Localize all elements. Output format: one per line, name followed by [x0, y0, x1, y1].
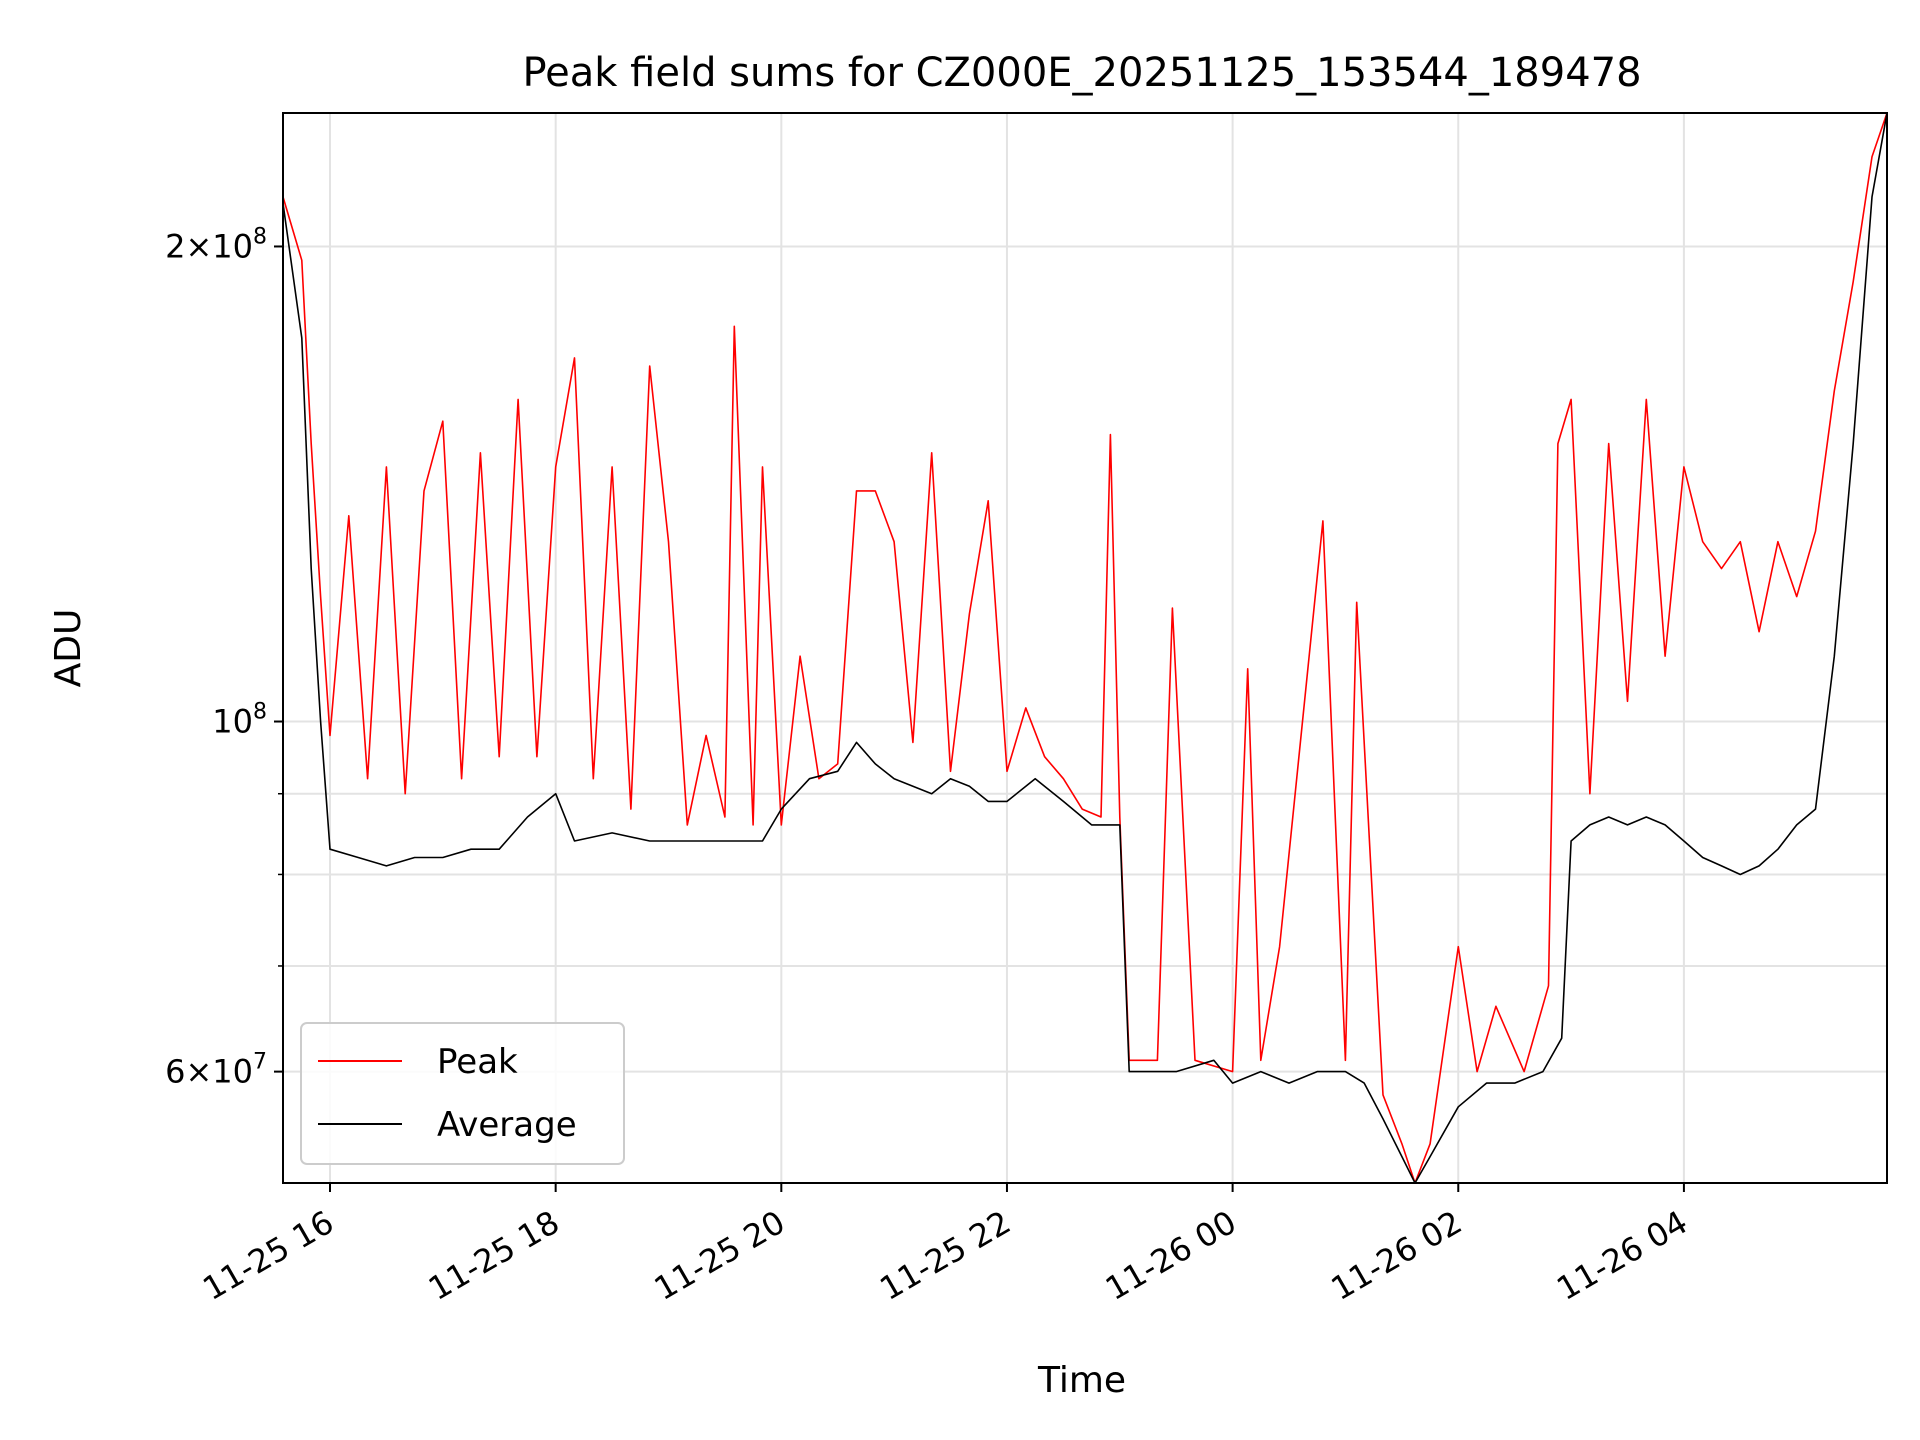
series-line-peak — [283, 113, 1887, 1183]
plot-frame — [282, 112, 1888, 1184]
series-line-average — [283, 113, 1887, 1183]
y-tick-label: 2×108 — [165, 224, 267, 265]
x-axis-label: Time — [1037, 1360, 1126, 1401]
series-layer — [283, 113, 1887, 1183]
legend-label-average: Average — [437, 1105, 577, 1145]
y-tick-label: 6×107 — [165, 1050, 267, 1091]
legend-box — [300, 1022, 625, 1165]
chart-title: Peak field sums for CZ000E_20251125_1535… — [522, 50, 1641, 96]
y-tick-label: 108 — [212, 700, 267, 741]
y-axis-label: ADU — [48, 609, 89, 688]
legend: Peak Average — [300, 1022, 625, 1165]
legend-label-peak: Peak — [437, 1042, 518, 1082]
